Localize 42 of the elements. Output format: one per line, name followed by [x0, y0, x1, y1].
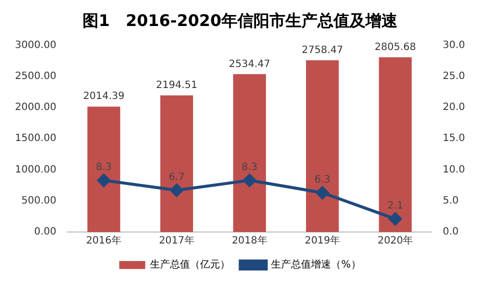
y-tick-label: 1500.00: [14, 133, 56, 144]
y2-tick-label: 25.0: [442, 70, 465, 82]
y2-tick-label: 10.0: [442, 164, 465, 176]
x-tick-label: 2020年: [378, 234, 414, 247]
y2-tick-label: 20.0: [442, 102, 465, 114]
bar: [160, 95, 194, 232]
point: [388, 212, 402, 226]
point: [97, 174, 110, 187]
x-tick-label: 2017年: [158, 234, 194, 247]
data-label: 2534.47: [228, 58, 270, 70]
y-tick-label: 0.00: [34, 226, 56, 238]
data-label: 2805.68: [374, 42, 416, 53]
point: [243, 174, 256, 187]
y-tick-label: 3000.00: [14, 40, 56, 51]
legend-label: 生产总值增速（%）: [271, 258, 361, 271]
x-tick-label: 2016年: [86, 234, 122, 247]
legend-label: 生产总值（亿元）: [150, 258, 230, 271]
data-label: 2758.47: [302, 44, 344, 56]
bar: [87, 106, 120, 232]
y-tick-label: 500.00: [21, 195, 56, 206]
data-label: 8.3: [242, 162, 258, 173]
data-label: 6.7: [168, 172, 185, 183]
y-tick-label: 2500.00: [14, 70, 56, 82]
point: [170, 184, 184, 197]
y-tick-label: 2000.00: [14, 102, 56, 114]
point: [316, 186, 329, 200]
data-label: 2014.39: [83, 91, 124, 102]
bar: [306, 60, 339, 232]
chart-title: 图1 2016-2020年信阳市生产总值及增速: [82, 10, 398, 30]
y2-tick-label: 15.0: [442, 133, 465, 144]
y2-tick-label: 5.0: [442, 195, 459, 206]
y2-tick-label: 30.0: [442, 40, 465, 51]
y-tick-label: 1000.00: [14, 164, 56, 176]
data-label: 2194.51: [156, 80, 198, 91]
x-tick-label: 2018年: [232, 234, 268, 247]
x-tick-label: 2019年: [304, 234, 340, 247]
y2-tick-label: 0.0: [442, 226, 459, 238]
data-label: 6.3: [314, 174, 330, 186]
bar: [233, 74, 266, 232]
data-label: 8.3: [96, 162, 112, 173]
bar: [378, 57, 412, 232]
data-label: 2.1: [387, 200, 404, 212]
